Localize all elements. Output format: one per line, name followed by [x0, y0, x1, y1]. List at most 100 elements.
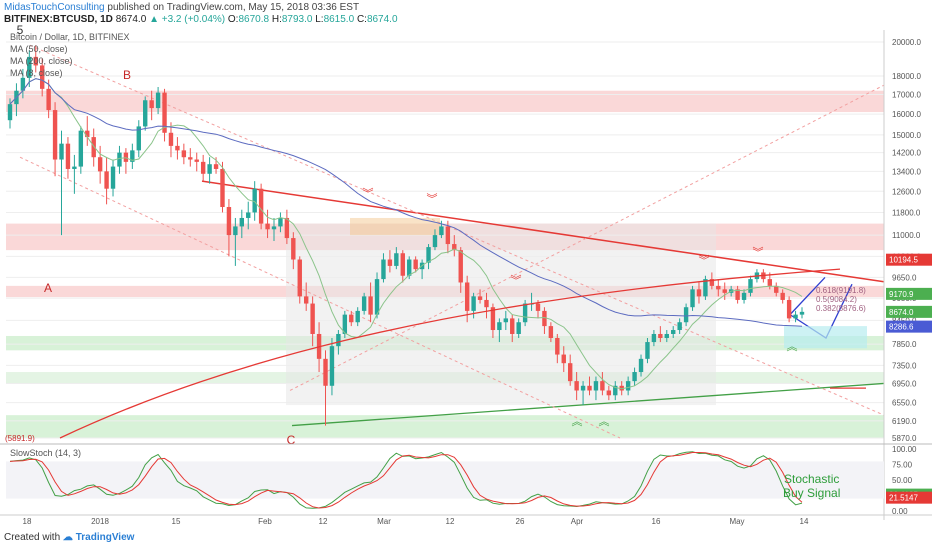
candle[interactable]: [175, 137, 180, 160]
candle[interactable]: [143, 96, 148, 131]
candle[interactable]: [188, 148, 193, 167]
stoch-legend[interactable]: SlowStoch (14, 3): [10, 448, 82, 458]
candle[interactable]: [786, 296, 792, 323]
candle[interactable]: [258, 183, 264, 230]
candle[interactable]: [632, 367, 637, 386]
candle[interactable]: [645, 337, 650, 364]
candle[interactable]: [349, 310, 354, 327]
candle[interactable]: [658, 326, 663, 343]
candle[interactable]: [52, 102, 58, 177]
candle[interactable]: [278, 212, 283, 233]
candle[interactable]: [651, 330, 657, 347]
candle[interactable]: [271, 217, 277, 242]
candle[interactable]: [625, 376, 631, 396]
candle[interactable]: [194, 152, 199, 172]
candle[interactable]: [503, 310, 509, 331]
candle[interactable]: [407, 256, 412, 280]
candle[interactable]: [432, 229, 438, 251]
candle[interactable]: [484, 292, 489, 319]
candle[interactable]: [600, 372, 605, 396]
candle[interactable]: [149, 90, 154, 121]
candle[interactable]: [593, 376, 599, 401]
candle[interactable]: [168, 122, 174, 158]
candle[interactable]: [226, 199, 232, 257]
candle[interactable]: [91, 128, 96, 167]
candle[interactable]: [426, 244, 431, 270]
candle[interactable]: [606, 385, 612, 401]
candle[interactable]: [104, 157, 109, 205]
candle[interactable]: [510, 314, 515, 343]
candle[interactable]: [703, 275, 708, 300]
candle[interactable]: [696, 282, 702, 304]
legend-ma50[interactable]: MA (50, close): [10, 44, 68, 54]
candle[interactable]: [716, 279, 721, 297]
candle[interactable]: [284, 209, 290, 245]
candle[interactable]: [445, 220, 451, 254]
candle[interactable]: [741, 289, 747, 304]
time-axis[interactable]: 18 2018 15 Feb 12 Mar 12 26 Apr 16 May 14: [0, 514, 932, 526]
candle[interactable]: [117, 145, 122, 174]
candle[interactable]: [323, 350, 328, 426]
candle[interactable]: [516, 318, 521, 338]
candle[interactable]: [381, 253, 386, 283]
candle[interactable]: [542, 307, 547, 334]
candle[interactable]: [246, 201, 251, 230]
candle[interactable]: [780, 289, 785, 304]
candle[interactable]: [310, 296, 315, 347]
candle[interactable]: [200, 154, 206, 182]
candle[interactable]: [39, 58, 45, 97]
candle[interactable]: [413, 256, 418, 273]
candle[interactable]: [355, 307, 360, 327]
candle[interactable]: [297, 256, 302, 304]
candle[interactable]: [368, 282, 373, 323]
candle[interactable]: [329, 337, 335, 396]
candle[interactable]: [497, 318, 502, 343]
candle[interactable]: [400, 250, 405, 283]
candle[interactable]: [683, 303, 689, 327]
candle[interactable]: [136, 120, 141, 158]
candle[interactable]: [123, 148, 129, 174]
candle[interactable]: [130, 143, 135, 169]
candle[interactable]: [65, 137, 71, 179]
price-axis[interactable]: 20000.0 18000.0 17000.0 16000.0 15000.0 14200…: [883, 30, 932, 520]
candle[interactable]: [671, 326, 676, 338]
candle[interactable]: [555, 333, 560, 364]
candle[interactable]: [458, 247, 463, 293]
author-link[interactable]: MidasTouchConsulting: [4, 2, 105, 13]
legend-ma200[interactable]: MA (200, close): [10, 56, 73, 66]
candle[interactable]: [110, 159, 116, 197]
candle[interactable]: [613, 381, 618, 401]
candle[interactable]: [722, 282, 727, 300]
candle[interactable]: [677, 318, 682, 334]
candle[interactable]: [220, 161, 225, 213]
candle[interactable]: [394, 247, 399, 270]
candle[interactable]: [477, 289, 483, 304]
candle[interactable]: [33, 45, 38, 73]
candle[interactable]: [72, 154, 77, 194]
candle[interactable]: [548, 322, 554, 343]
candle[interactable]: [561, 346, 566, 373]
candle[interactable]: [27, 50, 32, 87]
candle[interactable]: [97, 145, 103, 184]
candle[interactable]: [361, 292, 367, 315]
candle[interactable]: [20, 68, 26, 99]
candle[interactable]: [265, 209, 270, 239]
candle[interactable]: [78, 126, 84, 174]
candle[interactable]: [690, 285, 695, 311]
candle[interactable]: [567, 354, 573, 386]
candle[interactable]: [580, 381, 586, 406]
candle[interactable]: [162, 88, 167, 142]
candle[interactable]: [155, 86, 161, 115]
candle[interactable]: [664, 330, 669, 343]
candle[interactable]: [574, 372, 579, 401]
candle[interactable]: [46, 79, 51, 119]
candle[interactable]: [291, 232, 296, 270]
candle[interactable]: [387, 250, 393, 273]
candle[interactable]: [7, 98, 13, 129]
candle[interactable]: [490, 303, 496, 338]
candle[interactable]: [374, 272, 380, 319]
candle[interactable]: [207, 157, 212, 184]
candle[interactable]: [452, 235, 457, 257]
candle[interactable]: [233, 217, 238, 266]
